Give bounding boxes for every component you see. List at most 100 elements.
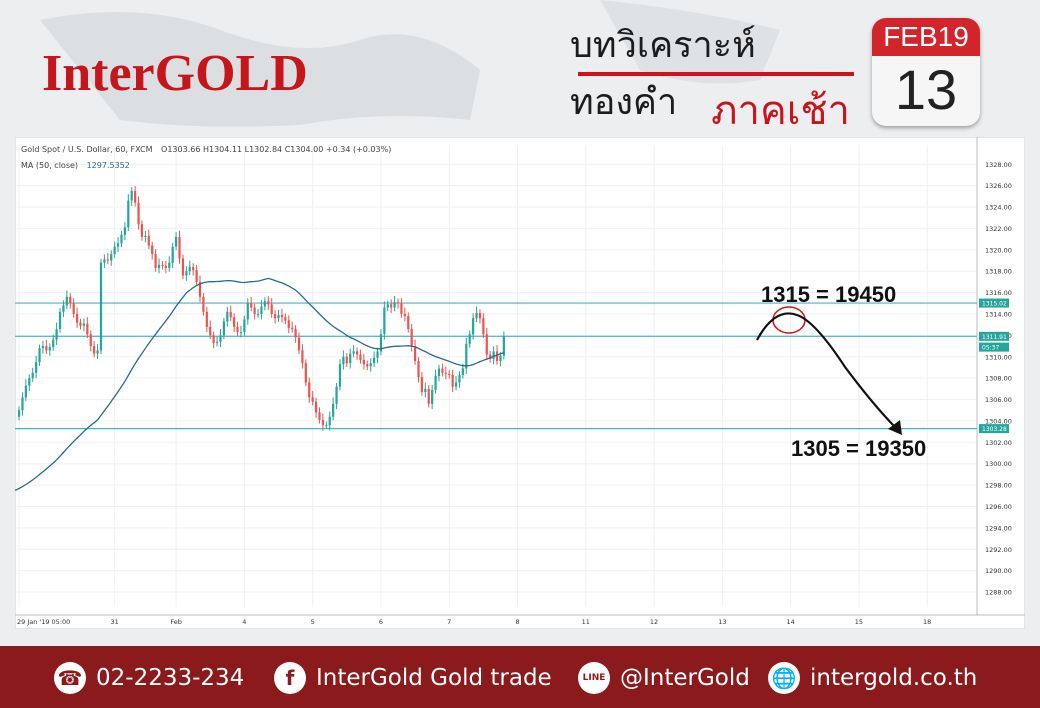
brand-logo: InterGOLD — [42, 45, 308, 102]
candle-body — [386, 304, 389, 308]
facebook-icon: f — [274, 662, 306, 694]
price-badge-label: 1311.91 — [982, 334, 1007, 341]
candle-body — [431, 389, 434, 404]
candle-body — [192, 266, 195, 271]
price-chart: 1328.00 1326.00 1324.00 1322.00 1320.00 1318.… — [15, 137, 1025, 629]
price-tick-label: 1290.00 — [985, 567, 1012, 575]
candle-body — [403, 313, 406, 317]
price-badge — [979, 424, 1009, 434]
price-tick-label: 1316.00 — [985, 289, 1012, 297]
candle-body — [468, 334, 471, 344]
ma-value: 1297.5352 — [87, 161, 130, 170]
candle-body — [273, 313, 277, 319]
title-underline — [578, 72, 854, 76]
calendar-icon: FEB19 13 — [872, 18, 980, 126]
footer-phone[interactable]: ☎ 02-2233-234 — [54, 662, 244, 694]
time-tick-label: 4 — [242, 618, 246, 626]
price-badge-label: 1303.28 — [982, 426, 1007, 433]
time-tick-label: Feb — [170, 618, 182, 626]
candle-body — [478, 312, 482, 319]
candle-body — [379, 334, 383, 352]
candle-body — [185, 271, 188, 276]
globe-icon: 🌐 — [768, 662, 800, 694]
candle-body — [137, 202, 140, 225]
candle-body — [332, 403, 335, 417]
candle-body — [369, 363, 372, 367]
footer-website[interactable]: 🌐 intergold.co.th — [768, 662, 977, 694]
candle-body — [280, 315, 284, 318]
footer-facebook[interactable]: f InterGold Gold trade — [274, 662, 552, 694]
price-tick-label: 1306.00 — [985, 396, 1012, 404]
candle-body — [168, 262, 171, 268]
candle-body — [120, 234, 123, 244]
time-tick-label: 6 — [379, 618, 383, 626]
candle-body — [239, 332, 243, 334]
candle-body — [362, 359, 365, 365]
candle-body — [355, 351, 359, 355]
price-tick-label: 1322.00 — [985, 225, 1012, 233]
candle-body — [130, 190, 133, 201]
candle-body — [21, 397, 24, 411]
candle-body — [144, 235, 147, 237]
candle-body — [454, 382, 458, 387]
time-tick-label: 7 — [447, 618, 451, 626]
candle-body — [263, 301, 266, 307]
candle-body — [178, 236, 181, 259]
candle-body — [461, 368, 464, 375]
phone-number: 02-2233-234 — [96, 665, 245, 691]
candle-body — [123, 227, 126, 235]
candle-body — [424, 388, 427, 393]
candle-body — [489, 354, 492, 359]
candle-body — [103, 259, 106, 263]
candle-body — [93, 346, 96, 354]
candle-body — [256, 313, 260, 315]
candle-body — [253, 307, 256, 314]
candle-body — [291, 327, 294, 329]
footer-line[interactable]: LINE @InterGold — [578, 662, 750, 694]
candle-body — [390, 304, 393, 308]
price-tick-label: 1324.00 — [985, 204, 1012, 212]
candle-body — [164, 265, 167, 268]
candle-body — [407, 316, 410, 329]
price-badge — [979, 331, 1009, 341]
ma-label: MA (50, close) — [21, 161, 78, 170]
candle-body — [233, 317, 236, 327]
candle-body — [338, 364, 342, 387]
candle-body — [45, 346, 48, 351]
candle-body — [492, 351, 495, 359]
price-tick-label: 1318.00 — [985, 268, 1012, 276]
time-tick-label: 15 — [855, 618, 863, 626]
candle-body — [287, 320, 290, 328]
candle-body — [349, 353, 352, 364]
forecast-arrow — [756, 312, 898, 430]
line-icon: LINE — [578, 662, 610, 694]
line-id: @InterGold — [620, 665, 750, 691]
candle-body — [383, 307, 386, 335]
candle-body — [400, 303, 403, 314]
candle-body — [318, 412, 321, 420]
candle-body — [116, 243, 120, 247]
candle-body — [284, 317, 287, 321]
candle-body — [79, 322, 82, 326]
candle-body — [448, 373, 451, 375]
price-tick-label: 1294.00 — [985, 524, 1012, 532]
candle-body — [181, 258, 185, 276]
candle-body — [267, 301, 270, 305]
candle-body — [106, 259, 109, 261]
candle-body — [28, 378, 31, 386]
candle-body — [65, 296, 68, 306]
facebook-name: InterGold Gold trade — [316, 665, 552, 691]
candle-body — [342, 356, 345, 365]
candle-body — [393, 302, 396, 308]
calendar-month: FEB19 — [872, 18, 980, 56]
candle-body — [72, 303, 75, 314]
price-tick-label: 1288.00 — [985, 589, 1012, 597]
candle-body — [195, 270, 198, 282]
candle-body — [188, 266, 191, 272]
candle-body — [335, 386, 338, 404]
price-badge-label: 1315.02 — [982, 301, 1007, 308]
candle-body — [482, 318, 485, 335]
candle-body — [297, 337, 301, 351]
candle-body — [198, 281, 202, 297]
candle-body — [437, 368, 441, 376]
